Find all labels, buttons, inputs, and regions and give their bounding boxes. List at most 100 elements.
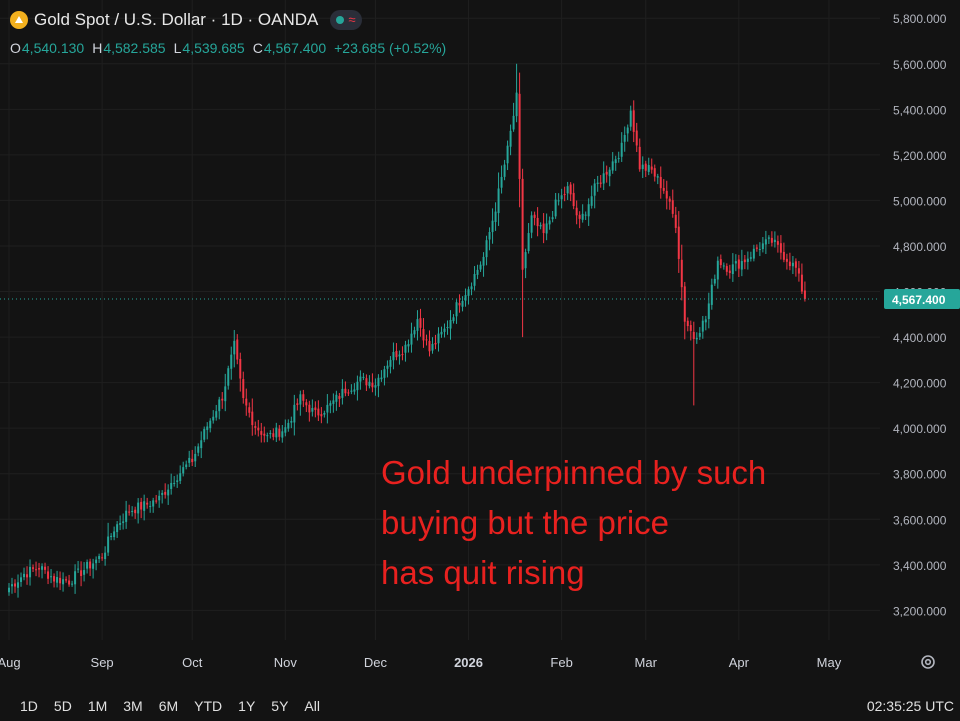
candle-body — [542, 223, 545, 234]
candle-body — [35, 569, 38, 571]
candle-body — [581, 213, 584, 220]
candle-body — [479, 264, 482, 270]
candle-body — [767, 237, 770, 239]
x-tick-label: May — [817, 655, 842, 670]
candle-body — [122, 521, 125, 523]
x-tick-label: Nov — [274, 655, 298, 670]
candle-body — [179, 473, 182, 481]
candle-body — [722, 265, 725, 267]
candle-body — [707, 303, 710, 320]
candle-body — [56, 577, 59, 583]
candle-body — [302, 394, 305, 401]
candle-body — [518, 93, 521, 179]
candle-body — [158, 495, 161, 501]
candle-body — [8, 587, 11, 593]
candle-body — [752, 248, 755, 259]
range-button-1d[interactable]: 1D — [20, 697, 38, 714]
candle-body — [662, 187, 665, 191]
candle-body — [503, 164, 506, 177]
candle-body — [110, 535, 113, 538]
candle-body — [431, 343, 434, 351]
x-tick-label: 2026 — [454, 655, 483, 670]
candle-body — [455, 302, 458, 317]
range-button-all[interactable]: All — [304, 697, 320, 714]
candle-body — [155, 500, 158, 502]
candle-body — [551, 217, 554, 220]
candle-body — [710, 284, 713, 305]
candle-body — [620, 142, 623, 157]
symbol-title[interactable]: Gold Spot / U.S. Dollar · 1D · OANDA — [34, 10, 319, 29]
candle-body — [716, 260, 719, 280]
candle-body — [683, 286, 686, 322]
candle-body — [755, 247, 758, 249]
candle-body — [17, 582, 20, 588]
candle-body — [545, 223, 548, 234]
candle-body — [596, 182, 599, 184]
candle-body — [569, 184, 572, 195]
candle-body — [20, 577, 23, 582]
price-chart[interactable]: 3,200.000 3,400.000 3,600.000 3,800.000 4,00… — [0, 0, 960, 690]
candle-body — [131, 510, 134, 512]
candle-body — [407, 344, 410, 347]
candle-body — [269, 433, 272, 435]
candle-body — [203, 428, 206, 440]
candle-body — [527, 233, 530, 251]
candle-body — [272, 433, 275, 437]
status-pill[interactable]: ≈ — [330, 10, 362, 30]
candle-body — [386, 365, 389, 369]
candle-body — [47, 571, 50, 579]
range-button-6m[interactable]: 6M — [158, 697, 179, 714]
utc-clock[interactable]: 02:35:25 UTC — [866, 697, 954, 714]
candle-body — [281, 431, 284, 438]
last-price-tag — [884, 288, 960, 309]
candle-body — [530, 215, 533, 233]
candle-body — [629, 110, 632, 127]
chart-header: Gold Spot / U.S. Dollar · 1D · OANDA ≈ — [10, 10, 362, 30]
candle-body — [125, 510, 128, 522]
candle-body — [533, 214, 536, 218]
range-button-1m[interactable]: 1M — [87, 697, 108, 714]
range-button-5d[interactable]: 5D — [53, 697, 72, 714]
candle-body — [728, 270, 731, 273]
candle-body — [59, 577, 62, 584]
x-tick-label: Oct — [182, 655, 203, 670]
y-tick-label: 5,400.000 — [893, 103, 947, 117]
candle-body — [41, 566, 44, 570]
range-button-ytd[interactable]: YTD — [194, 697, 223, 714]
range-button-3m[interactable]: 3M — [123, 697, 143, 714]
candle-body — [785, 258, 788, 262]
candle-body — [488, 231, 491, 240]
candle-body — [494, 211, 497, 222]
range-button-1y[interactable]: 1Y — [238, 697, 256, 714]
settings-gear-icon[interactable] — [918, 652, 938, 672]
candle-body — [329, 403, 332, 406]
candle-body — [584, 214, 587, 216]
candle-body — [428, 340, 431, 352]
candle-body — [674, 214, 677, 228]
candle-body — [536, 217, 539, 227]
candle-body — [803, 290, 806, 299]
candle-body — [356, 381, 359, 391]
candle-body — [665, 190, 668, 199]
candle-body — [392, 351, 395, 361]
candle-body — [521, 178, 524, 270]
candle-body — [146, 502, 149, 505]
candle-body — [644, 163, 647, 171]
candle-body — [467, 289, 470, 296]
candle-body — [185, 464, 188, 468]
candle-body — [737, 259, 740, 269]
open-value: 4,540.130 — [21, 40, 85, 56]
candle-body — [149, 505, 152, 507]
candle-body — [365, 378, 368, 386]
range-button-5y[interactable]: 5Y — [271, 697, 289, 714]
candle-body — [641, 164, 644, 170]
candle-body — [305, 402, 308, 406]
candle-body — [284, 427, 287, 433]
candle-body — [32, 567, 35, 569]
candle-body — [425, 339, 428, 341]
candle-body — [443, 328, 446, 332]
candle-body — [719, 259, 722, 266]
candle-body — [347, 392, 350, 394]
candle-body — [377, 377, 380, 387]
candle-body — [398, 354, 401, 357]
